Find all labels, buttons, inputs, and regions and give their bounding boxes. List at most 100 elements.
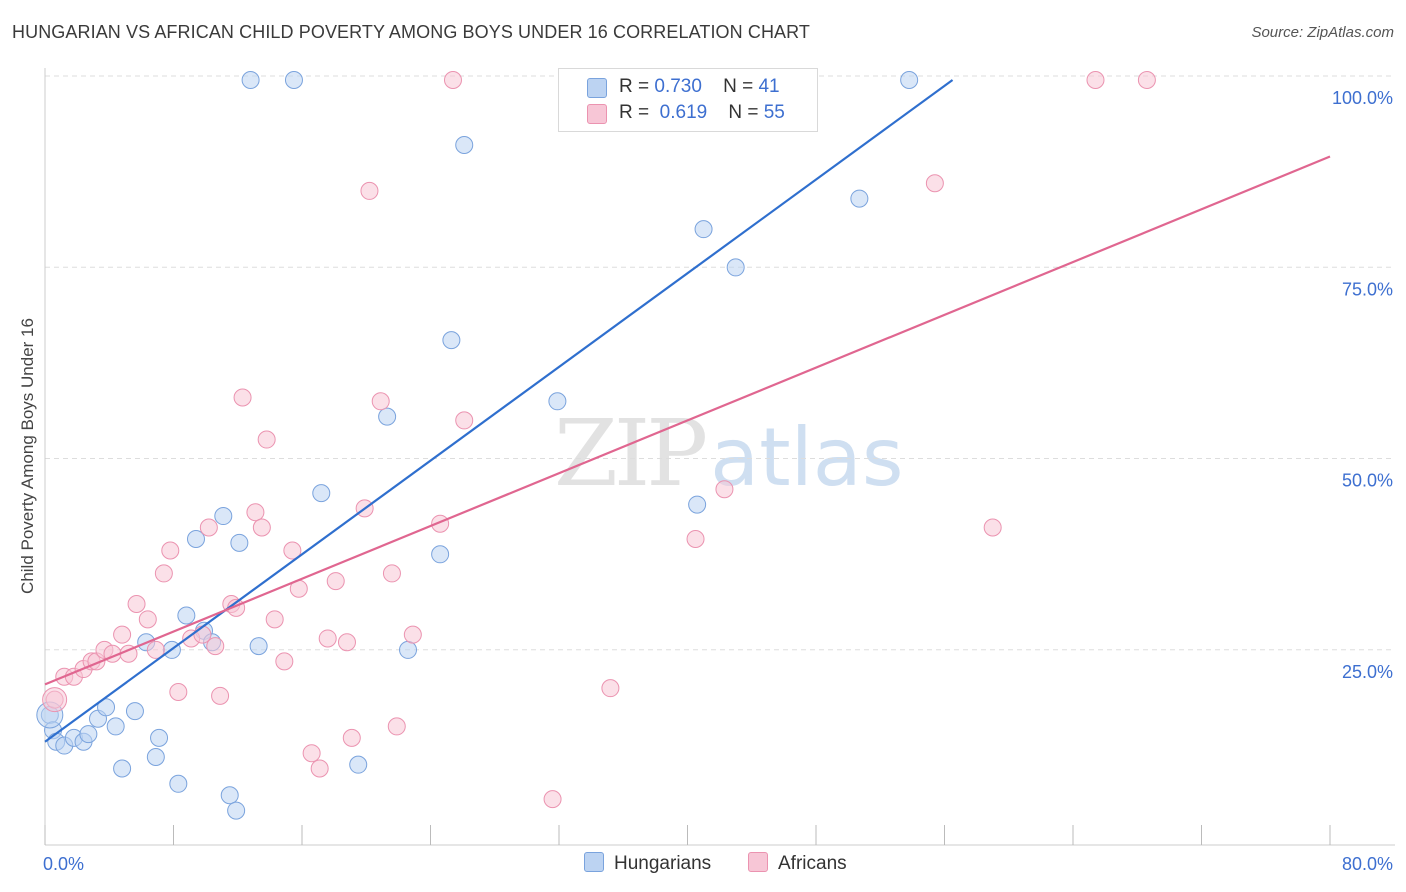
watermark: ZIPatlas [554,400,904,507]
hungarians-swatch [584,852,604,872]
hungarians-point [900,71,919,89]
hungarians-point [230,533,249,552]
correlation-legend: R = 0.730 N = 41 R = 0.619 N = 55 [558,68,818,132]
africans-point [387,717,406,736]
africans-point [113,625,132,644]
africans-point [983,518,1002,537]
hungarians-point [850,189,869,208]
y-tick-label: 75.0% [1342,279,1393,299]
hungarians-point [688,495,707,514]
africans-point [252,518,271,537]
hungarians-point [378,407,397,426]
africans-point [138,610,157,629]
legend-item-africans: Africans [748,852,847,875]
africans-point [360,181,379,200]
africans-point [265,610,284,629]
africans-point [302,744,321,763]
africans-point [127,595,146,614]
hungarians-point [431,545,450,564]
hungarians-point [312,484,331,503]
axis-layer [44,68,1395,846]
r-label: R = [619,76,650,97]
y-tick-label: 50.0% [1342,471,1393,491]
africans-swatch [748,852,768,872]
x-tick-label: 80.0% [1342,854,1393,874]
hungarians-point [249,637,268,656]
africans-point [42,687,68,713]
africans-point [233,388,252,407]
africans-point [310,759,329,778]
watermark-zip: ZIP [554,400,708,507]
n-value: 55 [763,102,785,123]
legend-label-africans: Africans [778,853,847,874]
hungarians-point [442,331,461,350]
hungarians-point [726,258,745,277]
africans-point [371,392,390,411]
africans-point [246,503,265,522]
africans-point [601,679,620,698]
africans-point [257,430,276,449]
grid-layer [45,75,1395,651]
africans-point [403,625,422,644]
hungarians-point [150,728,169,747]
africans-point [715,480,734,499]
africans-point [283,541,302,560]
hungarians-point [97,698,116,717]
africans-trend-line [44,155,1331,686]
hungarians-point [227,801,246,820]
series-legend: Hungarians Africans [0,852,1406,878]
africans-point [382,564,401,583]
hungarians-point [214,507,233,526]
hungarians-swatch [587,78,607,98]
hungarians-point [284,71,303,89]
tick-labels: 25.0% 50.0% 75.0% 100.0% 0.0% 80.0% [43,88,1393,874]
n-value: 41 [758,76,780,97]
hungarians-point [349,755,368,774]
africans-point [1137,71,1156,89]
n-label: N = [723,76,754,97]
hungarians-point [694,220,713,239]
hungarians-point [106,717,125,736]
r-label: R = [619,102,650,123]
africans-point [543,790,562,809]
legend-label-hungarians: Hungarians [614,853,712,874]
africans-point [455,411,474,430]
watermark-atlas: atlas [710,411,904,504]
africans-point [146,640,165,659]
africans-point [206,637,225,656]
africans-point [169,683,188,701]
trend-lines [44,79,1331,743]
hungarians-trend-line [44,79,954,743]
africans-point [211,686,230,705]
n-label: N = [728,102,759,123]
legend-item-hungarians: Hungarians [584,852,711,875]
africans-points [42,71,1156,809]
hungarians-point [241,71,260,89]
y-tick-label: 25.0% [1342,662,1393,682]
africans-point [318,629,337,648]
hungarians-points [36,71,919,820]
hungarians-point [220,786,239,805]
africans-point [199,518,218,537]
africans-point [326,572,345,591]
hungarians-point [177,606,196,625]
africans-point [154,564,173,583]
x-tick-label: 0.0% [43,854,84,874]
hungarians-point [399,640,418,659]
r-value: 0.730 [654,76,702,97]
hungarians-point [146,748,165,767]
hungarians-point [186,530,205,548]
africans-point [686,530,705,548]
africans-point [342,728,361,747]
africans-point [443,71,462,89]
africans-point [275,652,294,671]
r-value: 0.619 [659,102,708,123]
hungarians-point [169,774,188,793]
africans-point [337,633,356,652]
chart-title: HUNGARIAN VS AFRICAN CHILD POVERTY AMONG… [12,22,811,42]
hungarians-point [548,392,567,411]
africans-point [1086,71,1105,89]
source-label: Source: ZipAtlas.com [1251,24,1394,41]
africans-point [925,174,944,193]
